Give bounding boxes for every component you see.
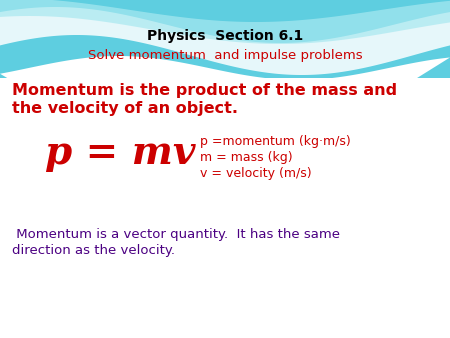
Text: direction as the velocity.: direction as the velocity. (12, 244, 175, 257)
Bar (0, 78, 450, 338)
Text: Momentum is a vector quantity.  It has the same: Momentum is a vector quantity. It has th… (12, 228, 340, 241)
Polygon shape (0, 7, 450, 75)
Text: v = velocity (m/s): v = velocity (m/s) (200, 168, 311, 180)
Text: Physics  Section 6.1: Physics Section 6.1 (147, 29, 303, 43)
Text: the velocity of an object.: the velocity of an object. (12, 101, 238, 116)
Text: m = mass (kg): m = mass (kg) (200, 151, 292, 165)
Text: Solve momentum  and impulse problems: Solve momentum and impulse problems (88, 48, 362, 62)
Text: p =momentum (kg·m/s): p =momentum (kg·m/s) (200, 136, 351, 148)
Text: Momentum is the product of the mass and: Momentum is the product of the mass and (12, 83, 397, 98)
Text: p = mv: p = mv (45, 134, 195, 172)
Polygon shape (0, 0, 450, 44)
Polygon shape (0, 0, 450, 293)
Polygon shape (0, 56, 450, 338)
